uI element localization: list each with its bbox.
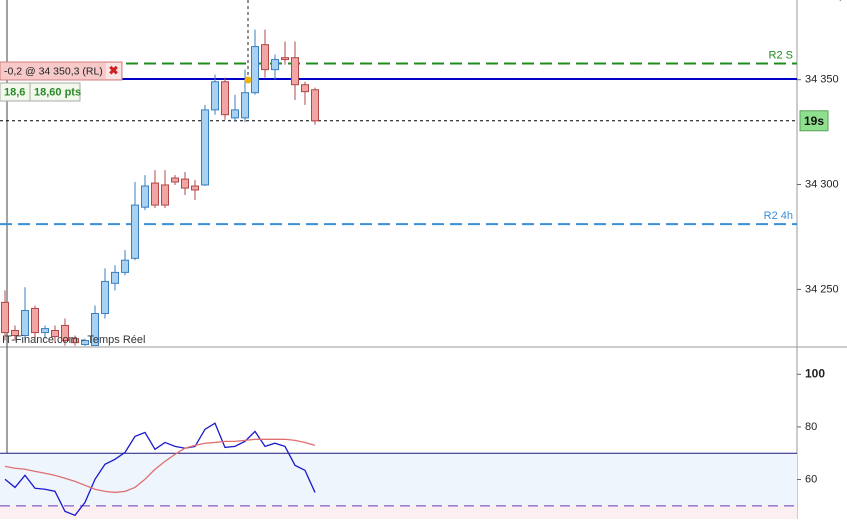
candle-body	[51, 329, 59, 338]
candle-body	[41, 328, 49, 334]
y-tick-label: 34 389,6	[805, 0, 847, 3]
candle-body	[181, 178, 189, 189]
price-tag	[799, 110, 829, 132]
candle-body	[131, 204, 139, 259]
candle-body	[201, 109, 209, 186]
candle-body	[301, 84, 309, 93]
order-box: -0,2 @ 34 350,3 (RL) ✖ 18,6 18,60 pts	[0, 61, 123, 102]
y-tick-label: 34 350	[805, 74, 839, 86]
axis: 34 389,6 34 350 34 300 34 250 19s 100 80 60	[797, 0, 847, 485]
candle-body	[71, 338, 79, 344]
y-tick-label: 80	[805, 421, 817, 433]
candle-body	[91, 312, 99, 346]
candle-body	[141, 185, 149, 208]
candle-body	[211, 81, 219, 111]
candle-body	[11, 329, 19, 337]
cursor-dot	[244, 76, 252, 84]
close-icon[interactable]: ✖	[108, 64, 118, 78]
candle-body	[251, 46, 259, 94]
pts-bg	[29, 82, 81, 102]
order-pts: 18,60 pts	[34, 86, 81, 98]
candle-body	[161, 184, 169, 206]
candle-body	[61, 324, 69, 342]
y-tick-label: 60	[805, 473, 817, 485]
candle-body	[271, 59, 279, 71]
series-line	[4, 438, 316, 494]
candle-body	[231, 109, 239, 119]
candle-body	[151, 182, 159, 206]
candle-body	[241, 92, 249, 119]
watermark: IT-Finance.com - Temps Réel	[2, 334, 145, 346]
close-button[interactable]	[106, 63, 121, 79]
y-tick-label: 34 250	[805, 283, 839, 295]
zone	[0, 453, 797, 506]
order-qty: 18,6	[4, 86, 25, 98]
order-bg	[0, 61, 123, 81]
candle-body	[221, 81, 229, 116]
candle-body	[171, 177, 179, 183]
candle-body	[121, 259, 129, 273]
candle-body	[81, 340, 89, 346]
candle-body	[191, 185, 199, 191]
candle-body	[281, 57, 289, 61]
y-tick-label: 100	[805, 366, 825, 380]
price-tag-label: 19s	[804, 114, 824, 128]
y-tick-label: 34 300	[805, 178, 839, 190]
candle-body	[31, 307, 39, 334]
level-label: R2 S	[769, 49, 793, 61]
candle-body	[101, 280, 109, 314]
price-panel: R2 S R2 4h	[0, 29, 797, 346]
order-text: -0,2 @ 34 350,3 (RL)	[4, 65, 103, 77]
candle-body	[291, 57, 299, 86]
oscillator-panel	[0, 422, 797, 519]
candle-body	[111, 271, 119, 284]
candle-body	[21, 310, 29, 337]
series-line	[4, 422, 316, 517]
candle-body	[261, 44, 269, 71]
candle-body	[1, 301, 9, 334]
candle-body	[311, 89, 319, 122]
zone	[0, 505, 797, 519]
level-label: R2 4h	[764, 210, 793, 222]
